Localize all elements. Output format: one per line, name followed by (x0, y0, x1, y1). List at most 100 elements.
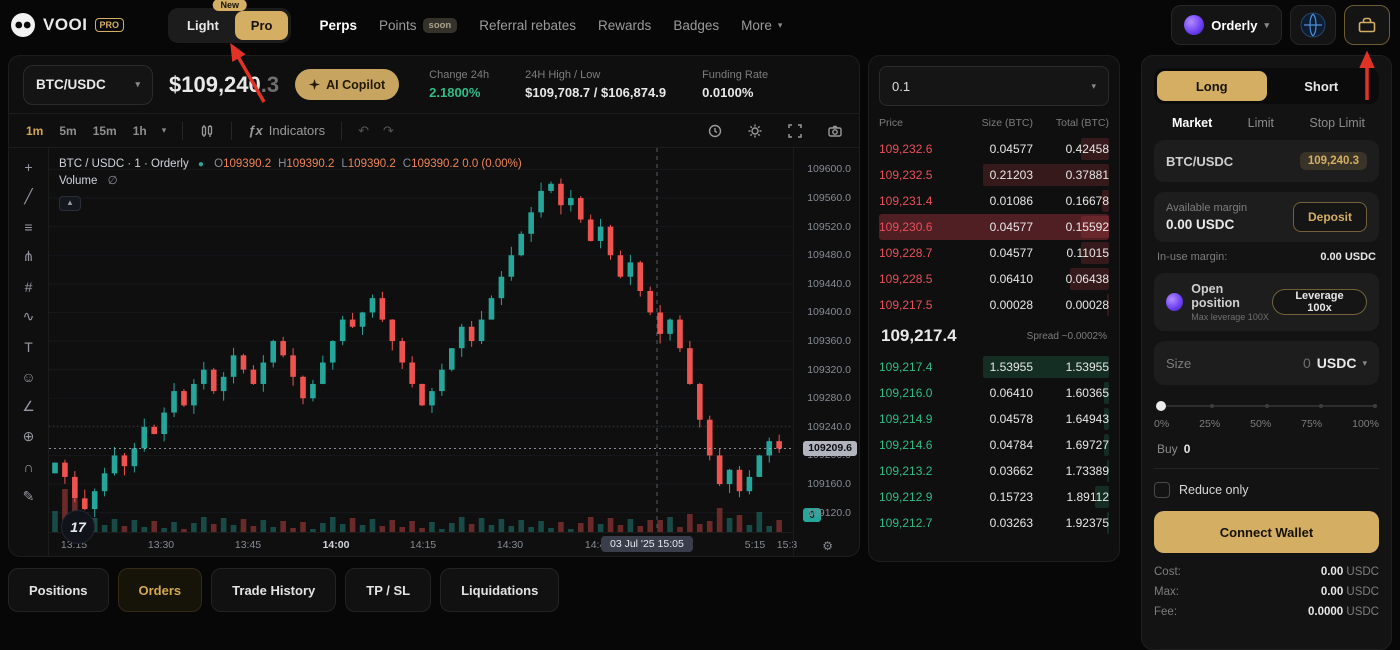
timeframe-1m[interactable]: 1m (19, 120, 50, 142)
vooi-logo[interactable]: VOOI PRO (10, 12, 125, 38)
tradingview-logo[interactable]: 17 (61, 510, 95, 544)
nav-link-perps[interactable]: Perps (319, 18, 357, 33)
tool-brush[interactable]: ∿ (15, 304, 43, 329)
orderbook-bid-row[interactable]: 109,212.7 0.03263 1.92375 (879, 510, 1109, 536)
nav-link-rewards[interactable]: Rewards (598, 18, 651, 33)
time-axis-label: 14:00 (322, 539, 350, 551)
price-axis-label: 109240.0 (807, 420, 851, 433)
slider-thumb[interactable] (1156, 401, 1166, 411)
chart-settings-button[interactable] (741, 121, 769, 141)
summary-amount: 0.00 (1320, 566, 1347, 578)
legend-collapse-button[interactable]: ▲ (59, 195, 81, 211)
side-tabs: Long Short (1154, 68, 1379, 104)
tool-magnet[interactable]: ∩ (15, 454, 43, 479)
tool-emoji[interactable]: ☺ (15, 364, 43, 389)
size-input-card[interactable]: Size 0 USDC ▾ (1154, 341, 1379, 385)
tab-tp-sl[interactable]: TP / SL (345, 568, 432, 612)
size-slider[interactable] (1156, 401, 1377, 411)
time-axis[interactable]: 03 Jul '25 15:05 13:15 13:30 13:45 14:00 14:… (49, 532, 797, 556)
market-status-icon: ● (197, 159, 204, 170)
timeframe-15m[interactable]: 15m (86, 120, 124, 142)
orderbook-bid-row[interactable]: 109,214.9 0.04578 1.64943 (879, 406, 1109, 432)
candle-style-button[interactable] (193, 121, 221, 141)
draw-icon: ✎ (22, 488, 35, 504)
tool-pitchfork[interactable]: ⋔ (15, 244, 43, 269)
chevron-down-icon[interactable]: ▾ (1362, 357, 1367, 368)
tool-measure[interactable]: ∠ (15, 394, 43, 419)
size-cell: 0.01086 (989, 194, 1033, 208)
orderbook-bid-row[interactable]: 109,212.9 0.15723 1.89112 (879, 484, 1109, 510)
inuse-margin-value: 0.00 USDC (1320, 251, 1376, 263)
pair-selector[interactable]: BTC/USDC ▾ (23, 64, 153, 105)
buy-label: Buy (1157, 442, 1178, 456)
tab-liquidations[interactable]: Liquidations (440, 568, 560, 612)
price-cell: 109,212.9 (879, 490, 933, 504)
orderbook-ask-row[interactable]: 109,228.7 0.04577 0.11015 (879, 240, 1109, 266)
chain-selector-button[interactable] (1290, 5, 1336, 45)
short-tab[interactable]: Short (1267, 71, 1377, 101)
tool-fib-retracement[interactable]: # (15, 274, 43, 299)
tab-orders[interactable]: Orders (117, 568, 203, 612)
deposit-button[interactable]: Deposit (1292, 202, 1367, 232)
order-tab-market[interactable]: Market (1172, 116, 1213, 130)
alert-clock-button[interactable] (701, 121, 729, 141)
wallet-button[interactable] (1344, 5, 1390, 45)
reduce-only-checkbox[interactable] (1154, 482, 1170, 498)
order-tab-stop-limit[interactable]: Stop Limit (1309, 116, 1365, 130)
ai-copilot-button[interactable]: AI Copilot (295, 69, 400, 100)
size-value[interactable]: 0 (1303, 355, 1311, 371)
pro-mode-button[interactable]: Pro (234, 10, 289, 40)
timeframe-5m[interactable]: 5m (52, 120, 83, 142)
tool-zoom[interactable]: ⊕ (15, 424, 43, 449)
ohlc-key: L (341, 158, 348, 170)
orderbook-ask-row[interactable]: 109,230.6 0.04577 0.15592 (879, 214, 1109, 240)
nav-link-points[interactable]: Points soon (379, 17, 458, 33)
orderbook-ask-row[interactable]: 109,232.5 0.21203 0.37881 (879, 162, 1109, 188)
summary-unit: USDC (1346, 586, 1379, 598)
tool-draw[interactable]: ✎ (15, 484, 43, 509)
orderbook-bid-row[interactable]: 109,217.4 1.53955 1.53955 (879, 354, 1109, 380)
undo-button[interactable]: ↶ (352, 121, 375, 141)
leverage-button[interactable]: Leverage 100x (1271, 289, 1367, 315)
tool-text-tool[interactable]: T (15, 334, 43, 359)
timeframe-1h[interactable]: 1h (126, 120, 154, 142)
price-cell: 109,231.4 (879, 194, 933, 208)
long-tab[interactable]: Long (1157, 71, 1267, 101)
function-icon: ƒx (248, 123, 263, 138)
pair-price-card: BTC/USDC 109,240.3 (1154, 140, 1379, 182)
light-mode-button[interactable]: Light (171, 11, 235, 40)
fib-retracement-icon: # (24, 278, 33, 295)
orderbook-bid-row[interactable]: 109,213.2 0.03662 1.73389 (879, 458, 1109, 484)
redo-button[interactable]: ↷ (377, 121, 400, 141)
orderbook-ask-row[interactable]: 109,217.5 0.00028 0.00028 (879, 292, 1109, 318)
grouping-value: 0.1 (892, 78, 911, 94)
orderbook-ask-row[interactable]: 109,228.5 0.06410 0.06438 (879, 266, 1109, 292)
orderbook-bid-row[interactable]: 109,214.6 0.04784 1.69727 (879, 432, 1109, 458)
stat-value: 0.0100% (702, 85, 754, 100)
snapshot-button[interactable] (821, 121, 849, 141)
orderly-broker-button[interactable]: Orderly ▾ (1171, 5, 1282, 45)
nav-link-badges[interactable]: Badges (673, 18, 719, 33)
timeframe-more-button[interactable]: ▾ (156, 123, 173, 138)
indicators-button[interactable]: ƒx Indicators (242, 121, 331, 140)
candlestick-chart[interactable]: BTC / USDC · 1 · Orderly ● O109390.2 H109… (49, 148, 793, 532)
tool-trend-line[interactable]: ╱ (15, 184, 43, 209)
order-tab-limit[interactable]: Limit (1247, 116, 1275, 130)
ohlc-value: 109390.2 (347, 158, 396, 170)
fullscreen-button[interactable] (781, 121, 809, 141)
price-axis-label: 109120.0 (807, 506, 851, 519)
orderbook-ask-row[interactable]: 109,232.6 0.04577 0.42458 (879, 136, 1109, 162)
connect-wallet-button[interactable]: Connect Wallet (1154, 511, 1379, 553)
axis-settings-gear-icon[interactable]: ⚙ (822, 539, 833, 553)
measure-icon: ∠ (22, 398, 35, 414)
tool-crosshair[interactable]: + (15, 154, 43, 179)
tab-trade-history[interactable]: Trade History (211, 568, 337, 612)
tab-positions[interactable]: Positions (8, 568, 109, 612)
nav-link-referral-rebates[interactable]: Referral rebates (479, 18, 576, 33)
grouping-selector[interactable]: 0.1 ▾ (879, 66, 1109, 106)
orderbook-ask-row[interactable]: 109,231.4 0.01086 0.16678 (879, 188, 1109, 214)
tool-horizontal-line[interactable]: ≡ (15, 214, 43, 239)
price-axis[interactable]: 109209.6 0 109600.0 109560.0 109520.0 10948… (793, 148, 859, 556)
orderbook-bid-row[interactable]: 109,216.0 0.06410 1.60365 (879, 380, 1109, 406)
nav-link-more[interactable]: More ▾ (741, 18, 782, 33)
